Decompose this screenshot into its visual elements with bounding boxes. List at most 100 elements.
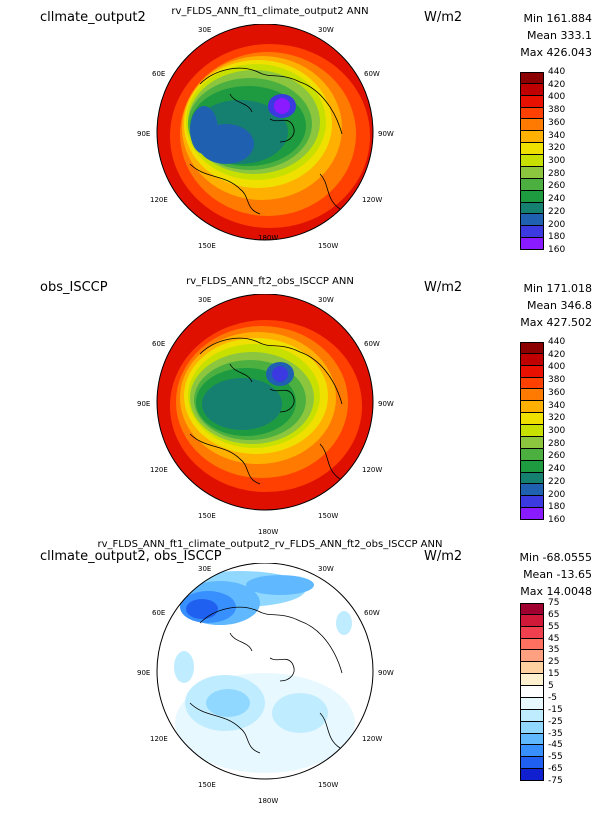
colorbar-label: -55 (548, 752, 563, 763)
colorbar-label: 380 (548, 375, 566, 386)
colorbar-swatch (520, 626, 544, 639)
colorbar-swatch (520, 709, 544, 722)
colorbar-label: 65 (548, 609, 560, 620)
colorbar-swatch (520, 733, 544, 746)
lon-label-120w: 120W (362, 466, 382, 474)
lon-label-90e: 90E (137, 130, 150, 138)
colorbar-swatch (520, 190, 544, 203)
lon-label-180w: 180W (258, 234, 279, 242)
lon-label-90w: 90W (378, 400, 394, 408)
lon-label-60e: 60E (152, 609, 165, 617)
stat-max: Max 14.0048 (520, 585, 592, 598)
panel-model: cllmate_output2 rv_FLDS_ANN_ft1_climate_… (0, 6, 606, 280)
colorbar-swatch (520, 143, 544, 156)
lon-label-150e: 150E (198, 512, 216, 520)
colorbar-label: 180 (548, 502, 566, 513)
colorbar-label: 440 (548, 337, 566, 347)
lon-label-60e: 60E (152, 340, 165, 348)
colorbar-swatch (520, 769, 544, 781)
colorbar-swatch (520, 238, 544, 250)
units-label: W/m2 (424, 280, 463, 295)
colorbar-swatch (520, 603, 544, 615)
lon-label-120e: 120E (150, 196, 168, 204)
colorbar-swatch (520, 72, 544, 84)
colorbar-swatch (520, 686, 544, 698)
plot-title: rv_FLDS_ANN_ft1_climate_output2 ANN (171, 6, 369, 17)
colorbar-label: -25 (548, 716, 563, 727)
colorbar-swatch (520, 166, 544, 179)
colorbar: 75 65 55 45 35 25 15 5 -5 -15 -25 -35 -45 -55 -65 -75 (520, 598, 590, 786)
colorbar-swatch (520, 178, 544, 191)
colorbar-label: 360 (548, 117, 566, 128)
lon-label-150w: 150W (318, 512, 338, 520)
panel-diff: cllmate_output2, obs_ISCCP rv_FLDS_ANN_f… (0, 539, 606, 814)
lon-label-120e: 120E (150, 735, 168, 743)
colorbar-swatch (520, 353, 544, 366)
case-label: obs_ISCCP (40, 280, 108, 295)
colorbar-label: 220 (548, 206, 566, 217)
colorbar-swatch (520, 83, 544, 96)
stat-min: Min 171.018 (523, 282, 592, 295)
colorbar-label: -35 (548, 728, 563, 739)
colorbar-swatch (520, 202, 544, 215)
lon-label-30e: 30E (198, 565, 211, 573)
lon-label-30w: 30W (318, 296, 334, 304)
panel-obs: obs_ISCCP rv_FLDS_ANN_ft2_obs_ISCCP ANN … (0, 276, 606, 550)
colorbar-label: 45 (548, 633, 560, 644)
colorbar-label: 55 (548, 621, 560, 632)
colorbar-label: 340 (548, 400, 566, 411)
lon-label-120e: 120E (150, 466, 168, 474)
colorbar-label: 5 (548, 681, 554, 692)
lon-label-90e: 90E (137, 400, 150, 408)
colorbar-label: 25 (548, 657, 560, 668)
colorbar-label: 300 (548, 156, 566, 166)
units-label: W/m2 (424, 10, 463, 25)
colorbar-label: 320 (548, 413, 566, 424)
polar-map: 30E 30W 60E 60W 90E 90W 120E 120W 150E 1… (137, 24, 394, 250)
lon-label-120w: 120W (362, 735, 382, 743)
colorbar-label: 260 (548, 451, 566, 462)
stat-min: Min -68.0555 (519, 551, 592, 564)
stat-max: Max 427.502 (520, 316, 592, 329)
colorbar-swatch (520, 460, 544, 473)
colorbar-swatch (520, 662, 544, 675)
colorbar-swatch (520, 472, 544, 485)
colorbar-swatch (520, 214, 544, 227)
lon-label-30e: 30E (198, 296, 211, 304)
colorbar-label: 180 (548, 232, 566, 243)
colorbar-swatch (520, 413, 544, 426)
colorbar-label: -45 (548, 740, 563, 751)
lon-label-180w: 180W (258, 528, 279, 536)
colorbar-label: 160 (548, 515, 566, 525)
colorbar-swatch (520, 508, 544, 520)
colorbar-swatch (520, 650, 544, 663)
lon-label-60w: 60W (364, 609, 380, 617)
colorbar-label: 440 (548, 67, 566, 77)
colorbar-swatch (520, 119, 544, 132)
colorbar-swatch (520, 638, 544, 651)
colorbar-label: 15 (548, 669, 560, 680)
colorbar-swatch (520, 377, 544, 390)
colorbar-label: -15 (548, 704, 563, 715)
colorbar-swatch (520, 745, 544, 758)
colorbar-label: 320 (548, 143, 566, 154)
colorbar-swatch (520, 342, 544, 354)
plot-title: rv_FLDS_ANN_ft1_climate_output2_rv_FLDS_… (97, 539, 443, 550)
colorbar-swatch (520, 614, 544, 627)
colorbar-swatch (520, 95, 544, 108)
units-label: W/m2 (424, 549, 463, 564)
stat-mean: Mean 346.8 (527, 299, 592, 312)
colorbar-swatch (520, 226, 544, 239)
lon-label-30w: 30W (318, 26, 334, 34)
colorbar: 440 420 400 380 360 340 320 300 280 260 240 220 200 1… (520, 337, 590, 525)
plot-title: rv_FLDS_ANN_ft2_obs_ISCCP ANN (186, 276, 354, 287)
polar-map: 30E 30W 60E 60W 90E 90W 120E 120W 150E 1… (137, 563, 394, 789)
colorbar-swatch (520, 721, 544, 734)
lon-label-120w: 120W (362, 196, 382, 204)
colorbar-swatch (520, 484, 544, 497)
colorbar-label: 400 (548, 362, 566, 373)
lon-label-30w: 30W (318, 565, 334, 573)
lon-label-90e: 90E (137, 669, 150, 677)
stat-max: Max 426.043 (520, 46, 592, 59)
colorbar-label: 400 (548, 92, 566, 103)
